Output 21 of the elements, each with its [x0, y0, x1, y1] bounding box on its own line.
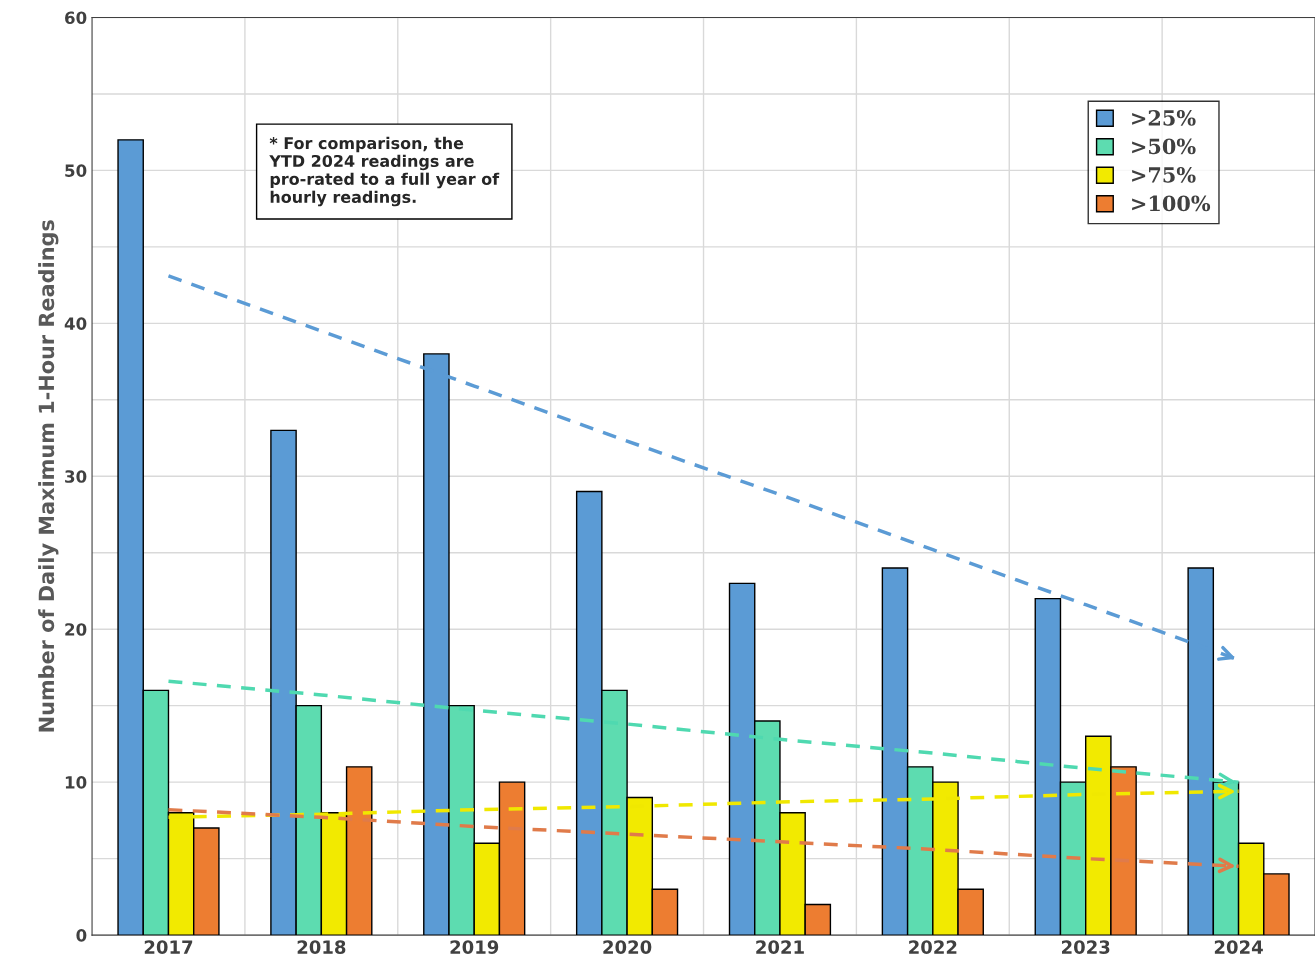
y-tick-label: 60 [65, 11, 87, 25]
x-tick-label: 2017 [144, 940, 193, 954]
legend-label: >50% [1132, 138, 1196, 155]
x-tick-label: 2022 [909, 940, 957, 954]
y-tick-label: 0 [76, 929, 87, 942]
x-tick-label: 2024 [1214, 940, 1263, 954]
annotation: * For comparison, the YTD 2024 readings are pro-rated to a full year of hourly readings. [269, 136, 500, 207]
y-axis-title: Number of Daily Maximum 1-Hour Readings [38, 220, 59, 732]
legend-label: >75% [1132, 167, 1196, 183]
x-tick-label: 2019 [450, 940, 499, 954]
y-tick-label: 20 [65, 623, 87, 636]
legend-label: >25% [1132, 110, 1196, 126]
y-tick-label: 50 [65, 164, 87, 177]
y-tick-label: 10 [65, 776, 87, 789]
x-tick-label: 2018 [297, 940, 346, 954]
y-tick-label: 40 [64, 317, 87, 330]
legend-label: >100% [1132, 195, 1211, 212]
y-tick-label: 30 [65, 470, 87, 483]
x-tick-label: 2020 [603, 940, 652, 954]
x-tick-label: 2023 [1062, 940, 1110, 954]
x-tick-label: 2021 [756, 940, 804, 954]
